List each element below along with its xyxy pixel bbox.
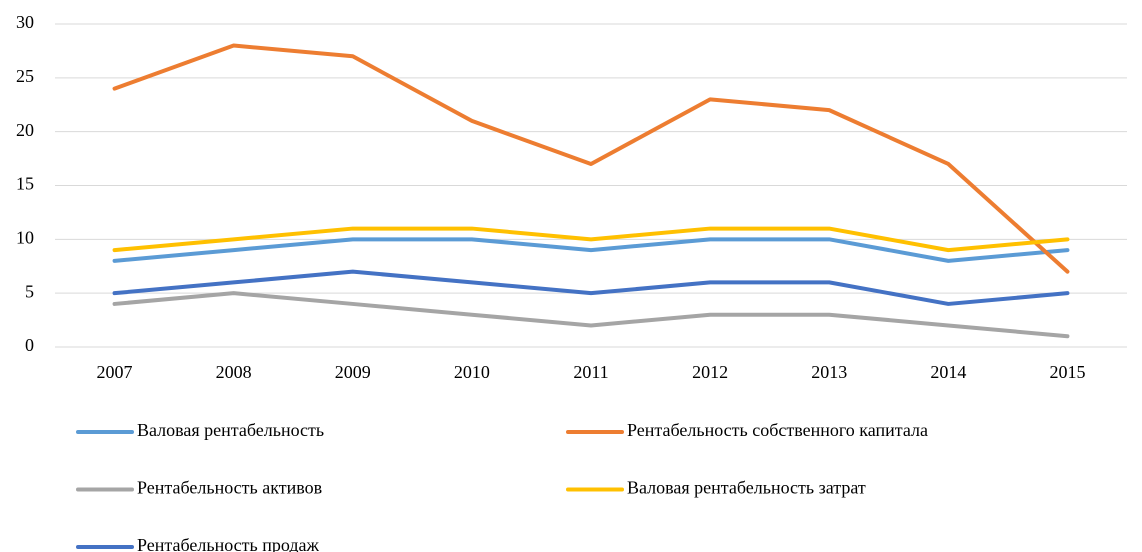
y-tick-label: 15	[16, 174, 34, 194]
x-tick-label: 2015	[1049, 362, 1085, 382]
legend-label: Рентабельность активов	[137, 478, 322, 498]
x-tick-label: 2010	[454, 362, 490, 382]
legend-label: Валовая рентабельность	[137, 420, 324, 440]
x-tick-label: 2007	[97, 362, 133, 382]
series-line	[112, 269, 1070, 306]
x-tick-label: 2014	[930, 362, 966, 382]
y-tick-label: 5	[25, 281, 34, 301]
legend-label: Валовая рентабельность затрат	[627, 478, 866, 498]
series-line	[112, 226, 1070, 253]
series-line	[112, 237, 1070, 263]
x-tick-label: 2008	[216, 362, 252, 382]
legend-label: Рентабельность продаж	[137, 535, 319, 552]
y-tick-label: 10	[16, 227, 34, 247]
y-tick-label: 20	[16, 120, 34, 140]
x-tick-label: 2011	[573, 362, 608, 382]
x-tick-label: 2009	[335, 362, 371, 382]
y-tick-label: 25	[16, 66, 34, 86]
legend-label: Рентабельность собственного капитала	[627, 420, 928, 440]
x-tick-label: 2012	[692, 362, 728, 382]
y-tick-label: 0	[25, 335, 34, 355]
series-line	[112, 291, 1070, 339]
y-tick-label: 30	[16, 12, 34, 32]
series-line	[112, 43, 1070, 274]
x-tick-label: 2013	[811, 362, 847, 382]
